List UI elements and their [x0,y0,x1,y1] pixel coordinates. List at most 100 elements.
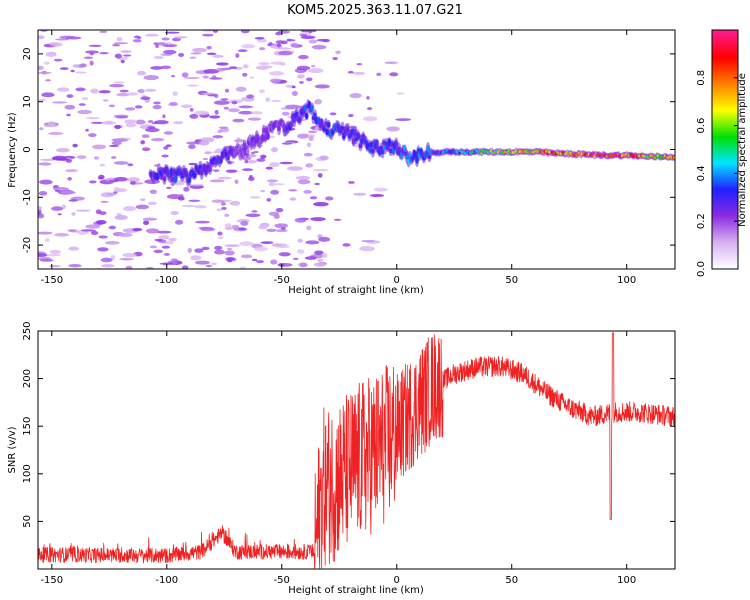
y-tick-label: 0 [22,146,33,152]
x-tick-label: -100 [155,275,178,286]
noise-blob [295,175,311,180]
noise-blob [183,76,200,79]
colorbar-band [712,185,738,188]
noise-blob [267,179,278,183]
noise-blob [296,74,305,79]
noise-blob [329,112,337,116]
colorbar-band [712,33,738,37]
noise-blob [384,61,399,65]
noise-blob [246,94,255,99]
noise-blob [238,227,246,231]
noise-blob [89,60,94,66]
noise-blob [395,118,412,122]
noise-blob [174,219,184,225]
noise-blob [142,217,158,221]
noise-blob [216,67,226,72]
noise-blob [135,119,146,125]
noise-blob [98,211,107,215]
noise-blob [72,143,78,148]
noise-blob [250,111,263,115]
noise-blob [373,187,388,192]
noise-blob [150,138,165,142]
noise-blob [234,179,239,184]
colorbar-band [712,81,738,85]
noise-blob [246,159,258,164]
noise-blob [99,30,108,34]
noise-blob [181,72,189,78]
noise-blob [155,44,159,49]
colorbar-band [712,153,738,157]
colorbar-band [712,259,738,262]
noise-blob [270,189,279,195]
noise-blob [313,262,326,267]
noise-blob [349,93,362,99]
noise-blob [305,163,314,168]
noise-blob [51,206,64,211]
noise-blob [294,217,307,223]
noise-blob [147,120,154,123]
noise-blob [114,215,128,220]
signal-core [266,132,270,140]
noise-blob [396,92,405,95]
noise-blob [347,180,355,184]
colorbar-band [712,79,738,83]
noise-blob [361,239,376,243]
noise-blob [244,159,249,164]
noise-blob [126,92,139,96]
noise-blob [369,193,385,198]
y-tick-label: 200 [22,369,33,388]
noise-blob [309,196,318,200]
colorbar-band [712,113,738,117]
y-tick-label: 100 [22,464,33,483]
signal-track [148,99,675,187]
colorbar-band [712,41,738,45]
colorbar-band [712,169,738,173]
colorbar-frame [711,29,739,270]
noise-blob [245,213,261,218]
noise-blob [38,65,44,71]
noise-blob [317,173,323,178]
noise-blob [234,139,245,143]
noise-blob [133,35,141,39]
noise-blob [44,238,50,242]
noise-blob [258,225,268,230]
noise-blob [145,266,155,269]
colorbar-band [712,233,738,236]
noise-blob [212,75,217,79]
noise-blob [389,72,399,77]
noise-blob [57,213,62,216]
noise-blob [147,201,157,206]
colorbar-band [712,137,738,141]
noise-blob [83,56,94,60]
noise-blob [101,121,117,125]
noise-blob [297,133,309,139]
noise-blob [85,128,89,132]
colorbar-band [712,201,738,204]
colorbar-band [712,135,738,139]
noise-blob [209,179,225,183]
noise-blob [39,127,44,131]
colorbar-band [712,171,738,174]
noise-blob [260,189,266,193]
noise-blob [143,220,150,226]
y-tick-label: 250 [22,321,33,340]
noise-blob [258,62,270,66]
noise-blob [238,110,254,115]
noise-blob [66,113,71,117]
noise-blob [286,39,296,42]
noise-blob [214,245,223,251]
colorbar-band [712,157,738,161]
noise-blob [71,212,76,216]
noise-blob [353,192,367,196]
noise-blob [186,84,199,87]
colorbar-band [712,51,738,55]
noise-blob [98,90,111,94]
signal-core [295,111,299,116]
noise-blob [313,201,329,207]
colorbar-band [712,155,738,159]
noise-blob [38,71,52,75]
noise-blob [93,156,100,160]
colorbar-band [712,67,738,71]
snr-x-label: Height of straight line (km) [288,585,424,596]
noise-blob [39,158,56,161]
